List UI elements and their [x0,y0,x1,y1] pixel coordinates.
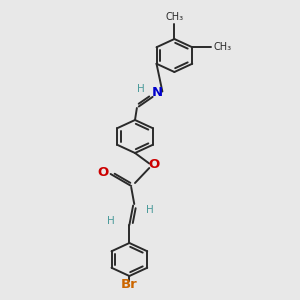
Text: O: O [148,158,159,172]
Text: N: N [152,86,163,100]
Text: CH₃: CH₃ [214,42,232,52]
Text: Br: Br [121,278,138,292]
Text: CH₃: CH₃ [165,13,183,22]
Text: H: H [146,205,154,215]
Text: H: H [107,215,115,226]
Text: O: O [98,166,109,179]
Text: H: H [137,84,145,94]
